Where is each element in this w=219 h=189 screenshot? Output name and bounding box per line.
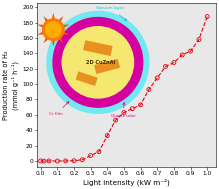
Point	[189, 50, 192, 53]
Point	[89, 154, 92, 157]
Point	[122, 111, 126, 114]
Point	[147, 88, 151, 91]
Point	[39, 159, 42, 162]
Y-axis label: Production rate of H₂
(mmol g⁻¹ h⁻¹): Production rate of H₂ (mmol g⁻¹ h⁻¹)	[4, 50, 19, 120]
Point	[56, 160, 59, 163]
Point	[172, 61, 176, 64]
Point	[197, 38, 201, 41]
Point	[164, 65, 167, 68]
Point	[205, 15, 209, 18]
X-axis label: Light intensity (kW m⁻²): Light intensity (kW m⁻²)	[83, 178, 170, 186]
Point	[64, 159, 67, 162]
Point	[106, 134, 109, 137]
Point	[155, 77, 159, 80]
Point	[114, 119, 117, 122]
Point	[180, 53, 184, 57]
Point	[42, 160, 46, 163]
Point	[97, 150, 101, 153]
Point	[131, 107, 134, 110]
Point	[81, 158, 84, 161]
Point	[47, 159, 51, 162]
Point	[72, 159, 76, 162]
Point	[139, 103, 142, 106]
